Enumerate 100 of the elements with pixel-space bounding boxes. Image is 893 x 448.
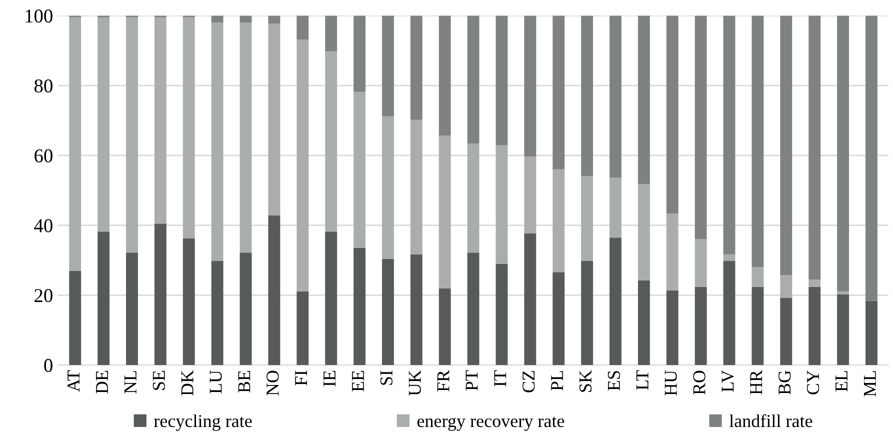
bar xyxy=(126,17,138,253)
bar xyxy=(666,290,678,366)
x-tick-label: EL xyxy=(836,371,848,392)
bar xyxy=(638,16,650,184)
bar xyxy=(154,224,166,366)
bar xyxy=(467,252,480,366)
x-tick-label: LT xyxy=(636,370,648,390)
x-tick-label: EE xyxy=(352,370,364,392)
bar xyxy=(382,258,394,366)
bar xyxy=(808,280,821,287)
bar xyxy=(752,267,764,287)
bar xyxy=(496,264,508,366)
bar xyxy=(610,177,622,238)
bar xyxy=(865,300,878,366)
bar xyxy=(240,22,252,253)
x-tick-label: ML xyxy=(864,371,876,397)
bar xyxy=(581,176,594,261)
bar xyxy=(211,260,224,366)
bar xyxy=(410,16,422,120)
bar xyxy=(325,51,338,232)
bar xyxy=(638,280,650,366)
bar xyxy=(610,238,622,366)
bar xyxy=(69,17,82,271)
legend-label: landfill rate xyxy=(729,414,812,428)
x-tick-label: FR xyxy=(437,370,450,392)
bar xyxy=(268,215,280,366)
bar xyxy=(865,16,878,301)
bar xyxy=(524,156,536,234)
bar xyxy=(524,233,536,366)
x-tick-label: AT xyxy=(68,370,80,392)
bar xyxy=(666,16,678,214)
bar xyxy=(524,16,536,157)
bar xyxy=(154,17,166,224)
legend-label: energy recovery rate xyxy=(417,416,564,431)
bar xyxy=(694,238,707,287)
x-tick-label: NO xyxy=(266,370,279,396)
x-tick-label: HU xyxy=(664,370,677,396)
x-tick-label: CZ xyxy=(522,370,535,392)
bar xyxy=(666,213,678,290)
y-tick-label: 40 xyxy=(34,219,52,232)
bar xyxy=(694,286,707,366)
bar xyxy=(240,16,252,23)
x-tick-label: IE xyxy=(324,370,336,386)
bar xyxy=(552,272,565,366)
bar xyxy=(808,286,821,366)
bar xyxy=(496,144,508,264)
bar xyxy=(268,16,280,24)
x-tick-label: SE xyxy=(152,370,165,390)
bar xyxy=(723,260,736,366)
x-tick-label: LU xyxy=(210,370,222,394)
bar xyxy=(780,16,792,275)
bar xyxy=(438,136,451,288)
bar xyxy=(837,291,849,295)
bar xyxy=(780,274,792,298)
x-tick-label: DK xyxy=(181,370,194,396)
bar xyxy=(752,16,764,268)
bar xyxy=(752,286,764,366)
bar xyxy=(808,16,821,280)
x-tick-label: LV xyxy=(722,370,734,392)
x-tick-label: FI xyxy=(295,370,307,386)
x-tick-label: ES xyxy=(608,371,620,391)
x-tick-label: PT xyxy=(466,370,478,391)
bar xyxy=(438,16,451,136)
bar xyxy=(354,16,366,92)
bar xyxy=(182,17,195,238)
bar xyxy=(837,16,849,292)
bar xyxy=(837,294,849,366)
bar xyxy=(325,16,338,52)
bar xyxy=(496,16,508,145)
bar xyxy=(410,254,422,366)
x-tick-label: HR xyxy=(750,370,762,395)
bar xyxy=(325,232,338,366)
y-tick-label: 60 xyxy=(34,149,52,162)
legend-label: recycling rate xyxy=(154,414,252,431)
bar xyxy=(98,17,110,232)
x-tick-label: CY xyxy=(806,370,820,394)
bar xyxy=(638,184,650,280)
bar xyxy=(581,16,594,176)
bar xyxy=(552,169,565,272)
bar xyxy=(98,232,110,366)
y-tick-label: 20 xyxy=(34,289,52,302)
bar xyxy=(610,16,622,178)
bar xyxy=(581,260,594,366)
bar xyxy=(410,120,422,254)
bar xyxy=(382,116,394,259)
x-tick-label: UK xyxy=(408,370,421,396)
x-tick-label: DE xyxy=(96,370,108,394)
bar xyxy=(268,24,280,216)
bar xyxy=(354,92,366,248)
bar xyxy=(780,298,792,366)
y-tick-label: 100 xyxy=(26,9,52,23)
bar xyxy=(694,16,707,239)
bar xyxy=(354,248,366,366)
bar xyxy=(723,16,736,254)
bar xyxy=(240,252,252,366)
x-tick-label: NL xyxy=(124,371,136,394)
bar xyxy=(382,16,394,116)
x-tick-label: SK xyxy=(579,370,592,392)
x-tick-label: BG xyxy=(778,370,791,395)
bar xyxy=(723,254,736,261)
